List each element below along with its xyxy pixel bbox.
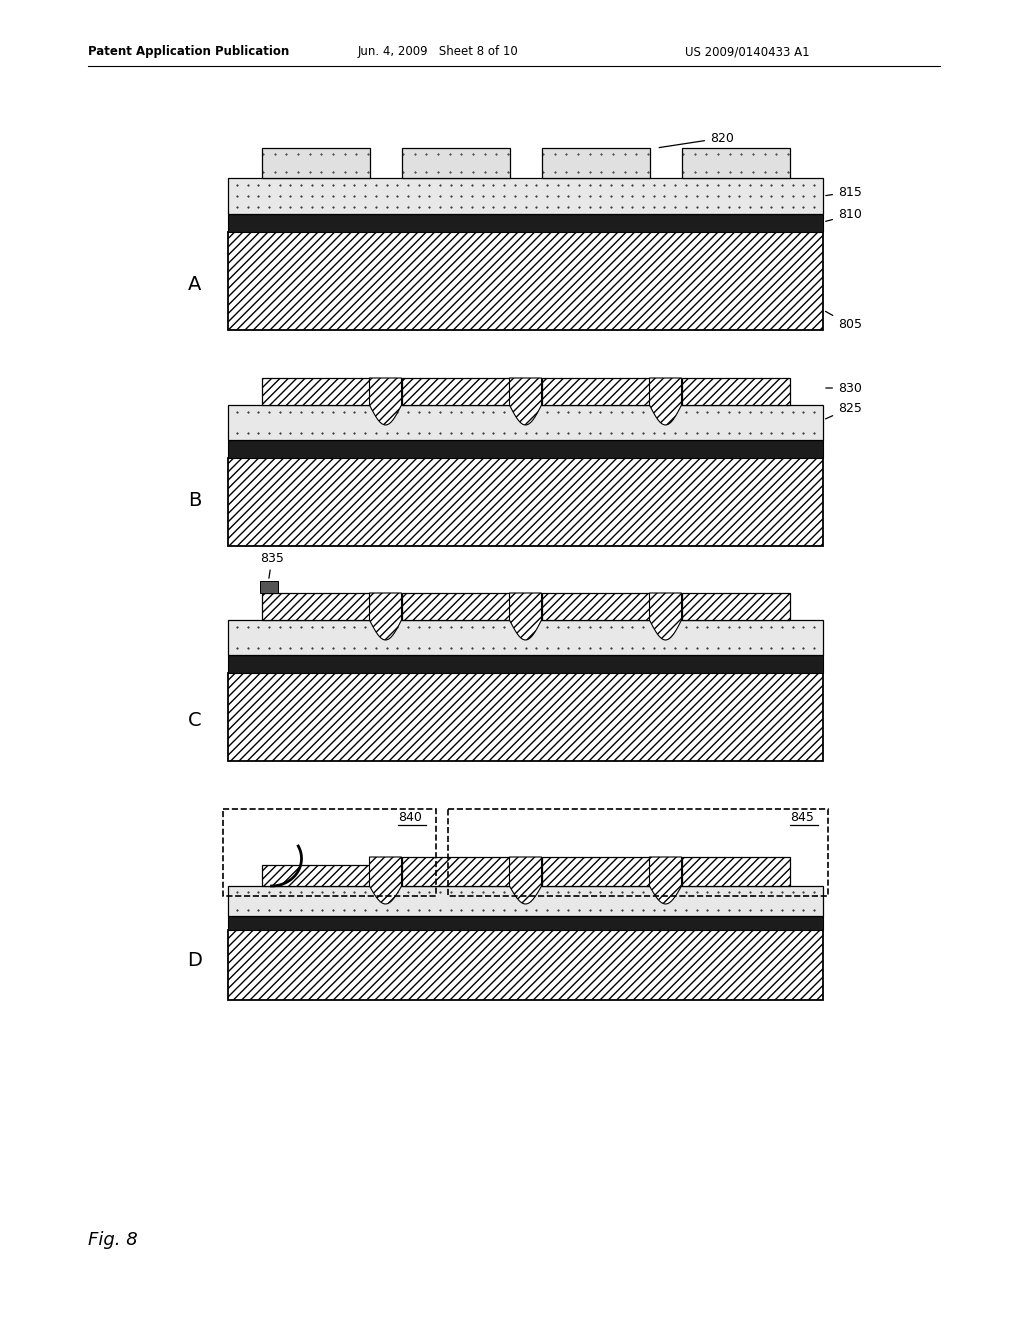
Text: 815: 815 xyxy=(825,186,862,198)
Text: Fig. 8: Fig. 8 xyxy=(88,1232,138,1249)
Bar xyxy=(228,214,823,232)
Bar xyxy=(228,916,823,931)
Text: 835: 835 xyxy=(260,552,284,578)
Polygon shape xyxy=(682,857,790,886)
Text: 820: 820 xyxy=(659,132,734,148)
Text: 825: 825 xyxy=(825,401,862,418)
Bar xyxy=(542,148,649,178)
Bar xyxy=(682,148,790,178)
Bar xyxy=(228,458,823,546)
Polygon shape xyxy=(542,593,649,620)
Text: Jun. 4, 2009   Sheet 8 of 10: Jun. 4, 2009 Sheet 8 of 10 xyxy=(358,45,519,58)
Bar xyxy=(228,620,823,655)
Polygon shape xyxy=(370,593,401,640)
Bar xyxy=(228,440,823,458)
Polygon shape xyxy=(510,857,542,904)
Text: 805: 805 xyxy=(825,312,862,331)
Polygon shape xyxy=(370,378,401,425)
Bar xyxy=(228,405,823,440)
Polygon shape xyxy=(542,378,649,405)
Bar xyxy=(449,809,828,896)
Text: 810: 810 xyxy=(825,209,862,222)
Text: C: C xyxy=(188,710,202,730)
Polygon shape xyxy=(401,857,510,886)
Bar xyxy=(228,673,823,762)
Bar xyxy=(223,809,436,896)
Polygon shape xyxy=(261,593,370,620)
Bar xyxy=(228,178,823,214)
Bar xyxy=(228,931,823,1001)
Text: Patent Application Publication: Patent Application Publication xyxy=(88,45,289,58)
Text: 830: 830 xyxy=(825,381,862,395)
Text: A: A xyxy=(188,276,202,294)
Polygon shape xyxy=(649,378,682,425)
Text: B: B xyxy=(188,491,202,510)
Bar xyxy=(259,581,278,593)
Polygon shape xyxy=(261,865,370,886)
Polygon shape xyxy=(370,857,401,904)
Polygon shape xyxy=(401,593,510,620)
Polygon shape xyxy=(261,378,370,405)
Text: 840: 840 xyxy=(398,810,422,824)
Text: US 2009/0140433 A1: US 2009/0140433 A1 xyxy=(685,45,810,58)
Polygon shape xyxy=(682,378,790,405)
Text: 845: 845 xyxy=(790,810,814,824)
Polygon shape xyxy=(649,593,682,640)
Polygon shape xyxy=(542,857,649,886)
Text: D: D xyxy=(187,950,203,969)
Polygon shape xyxy=(510,378,542,425)
Bar xyxy=(261,148,370,178)
Polygon shape xyxy=(682,593,790,620)
Bar xyxy=(228,886,823,916)
Bar xyxy=(228,232,823,330)
Polygon shape xyxy=(401,378,510,405)
Bar xyxy=(228,655,823,673)
Bar xyxy=(401,148,510,178)
Polygon shape xyxy=(510,593,542,640)
Polygon shape xyxy=(649,857,682,904)
